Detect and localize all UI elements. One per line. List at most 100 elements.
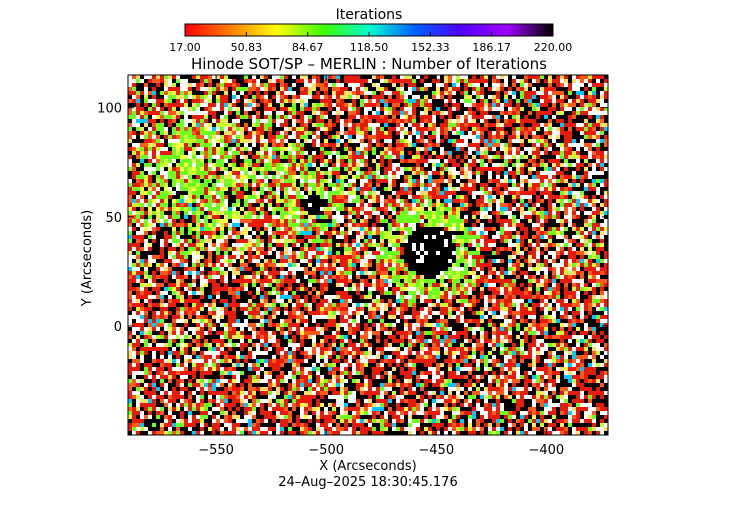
heatmap-cell [580,175,584,179]
heatmap-cell [228,211,232,215]
heatmap-cell [192,119,196,123]
heatmap-cell [196,195,200,199]
heatmap-cell [392,143,396,147]
heatmap-cell [132,219,136,223]
heatmap-cell [488,195,492,199]
heatmap-cell [300,235,304,239]
heatmap-cell [172,203,176,207]
heatmap-cell [452,235,456,239]
heatmap-cell [308,211,312,215]
heatmap-cell [384,103,388,107]
heatmap-cell [372,155,376,159]
heatmap-cell [364,127,368,131]
heatmap-cell [480,175,484,179]
heatmap-cell [180,147,184,151]
heatmap-cell [492,135,496,139]
heatmap-cell [368,87,372,91]
heatmap-cell [296,167,300,171]
heatmap-cell [152,79,156,83]
heatmap-cell [176,131,180,135]
heatmap-cell [384,175,388,179]
heatmap-cell [168,107,172,111]
heatmap-cell [320,179,324,183]
heatmap-cell [564,171,568,175]
heatmap-cell [520,79,524,83]
heatmap-cell [336,151,340,155]
heatmap-cell [308,167,312,171]
heatmap-cell [252,219,256,223]
heatmap-cell [240,95,244,99]
heatmap-cell [536,215,540,219]
heatmap-cell [248,147,252,151]
heatmap-cell [524,219,528,223]
heatmap-cell [480,139,484,143]
heatmap-cell [160,115,164,119]
heatmap-cell [540,179,544,183]
heatmap-cell [168,147,172,151]
heatmap-cell [572,131,576,135]
heatmap-cell [596,155,600,159]
heatmap-cell [576,187,580,191]
heatmap-cell [248,79,252,83]
heatmap-cell [528,95,532,99]
heatmap-cell [580,75,584,79]
heatmap-cell [236,107,240,111]
heatmap-cell [284,199,288,203]
heatmap-cell [368,179,372,183]
heatmap-cell [440,99,444,103]
heatmap-cell [388,227,392,231]
heatmap-cell [272,143,276,147]
heatmap-cell [308,99,312,103]
heatmap-cell [208,239,212,243]
heatmap-cell [376,199,380,203]
heatmap-cell [164,87,168,91]
heatmap-cell [440,227,444,231]
heatmap-cell [156,239,160,243]
heatmap-cell [344,191,348,195]
heatmap-cell [372,187,376,191]
heatmap-cell [212,239,216,243]
heatmap-cell [388,127,392,131]
heatmap-cell [540,175,544,179]
heatmap-cell [604,99,608,103]
heatmap-cell [264,131,268,135]
heatmap-cell [544,231,548,235]
heatmap-cell [572,167,576,171]
heatmap-cell [220,195,224,199]
heatmap-cell [344,115,348,119]
heatmap-cell [176,115,180,119]
heatmap-cell [588,83,592,87]
heatmap-cell [544,107,548,111]
heatmap-cell [168,223,172,227]
heatmap-cell [348,219,352,223]
heatmap-cell [248,207,252,211]
heatmap-cell [272,115,276,119]
heatmap-cell [548,151,552,155]
heatmap-cell [148,235,152,239]
heatmap-cell [316,79,320,83]
heatmap-cell [300,191,304,195]
heatmap-cell [420,75,424,79]
heatmap-cell [584,147,588,151]
heatmap-cell [448,91,452,95]
heatmap-cell [536,127,540,131]
heatmap-cell [264,147,268,151]
heatmap-cell [396,143,400,147]
heatmap-cell [156,163,160,167]
heatmap-cell [536,119,540,123]
heatmap-cell [348,95,352,99]
heatmap-cell [292,151,296,155]
heatmap-cell [540,211,544,215]
heatmap-cell [572,127,576,131]
heatmap-cell [496,163,500,167]
heatmap-cell [604,219,608,223]
heatmap-cell [176,159,180,163]
heatmap-cell [144,219,148,223]
heatmap-cell [140,239,144,243]
heatmap-cell [304,155,308,159]
heatmap-cell [336,203,340,207]
heatmap-cell [396,151,400,155]
heatmap-cell [584,195,588,199]
heatmap-cell [568,75,572,79]
heatmap-cell [368,79,372,83]
